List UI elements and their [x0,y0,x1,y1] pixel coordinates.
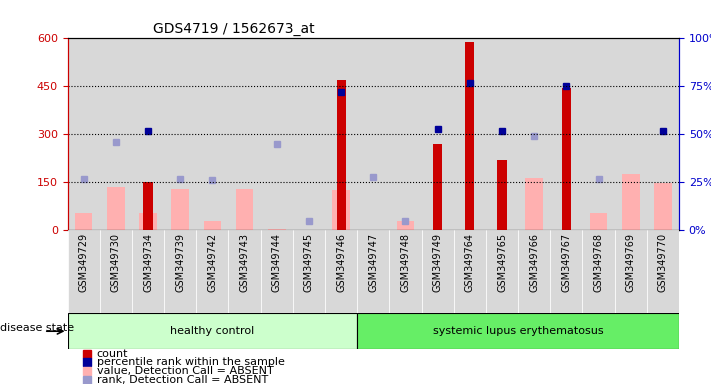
Bar [171,189,189,230]
Bar [454,230,486,313]
Bar [550,38,582,230]
Text: GSM349743: GSM349743 [240,233,250,292]
Bar [228,230,261,313]
Text: GDS4719 / 1562673_at: GDS4719 / 1562673_at [153,22,314,36]
Bar [465,41,474,230]
Bar [486,38,518,230]
Bar [268,229,286,230]
Text: disease state: disease state [0,323,74,333]
Text: rank, Detection Call = ABSENT: rank, Detection Call = ABSENT [97,374,268,384]
Bar [325,38,357,230]
Bar [100,230,132,313]
Bar [144,182,152,230]
Bar [550,230,582,313]
Bar [332,190,350,230]
Text: GSM349764: GSM349764 [465,233,475,292]
Text: GSM349729: GSM349729 [79,233,89,292]
Text: GSM349739: GSM349739 [175,233,185,292]
Bar [486,230,518,313]
Text: GSM349730: GSM349730 [111,233,121,292]
Bar [132,230,164,313]
Bar [100,38,132,230]
Bar [518,230,550,313]
Bar [422,230,454,313]
Text: GSM349744: GSM349744 [272,233,282,292]
Text: percentile rank within the sample: percentile rank within the sample [97,357,284,367]
Text: GSM349769: GSM349769 [626,233,636,292]
Bar [261,230,293,313]
Bar [654,183,672,230]
Bar [562,88,571,230]
Bar [164,38,196,230]
Text: GSM349768: GSM349768 [594,233,604,292]
Text: systemic lupus erythematosus: systemic lupus erythematosus [433,326,604,336]
Text: value, Detection Call = ABSENT: value, Detection Call = ABSENT [97,366,274,376]
Text: healthy control: healthy control [170,326,255,336]
Bar [325,230,357,313]
Bar [261,38,293,230]
Bar [647,230,679,313]
Bar [518,38,550,230]
Bar [422,38,454,230]
Text: GSM349749: GSM349749 [432,233,443,292]
Bar [68,230,100,313]
Bar [336,80,346,230]
Bar [454,38,486,230]
Text: GSM349745: GSM349745 [304,233,314,292]
Text: GSM349770: GSM349770 [658,233,668,292]
Bar [68,38,100,230]
Bar [357,313,679,349]
Bar [390,38,422,230]
Bar [293,230,325,313]
Bar [75,213,92,230]
Bar [525,177,543,230]
Bar [614,38,647,230]
Bar [164,230,196,313]
Bar [357,38,390,230]
Text: GSM349765: GSM349765 [497,233,507,292]
Bar [132,38,164,230]
Bar [582,230,614,313]
Bar [647,38,679,230]
Bar [622,174,640,230]
Text: count: count [97,349,128,359]
Bar [196,38,228,230]
Bar [390,230,422,313]
Text: GSM349746: GSM349746 [336,233,346,292]
Text: GSM349748: GSM349748 [400,233,410,292]
Text: GSM349742: GSM349742 [208,233,218,292]
Bar [357,230,390,313]
Bar [235,189,253,230]
Text: GSM349747: GSM349747 [368,233,378,292]
Bar [68,313,357,349]
Bar [582,38,614,230]
Bar [433,144,442,230]
Text: GSM349767: GSM349767 [562,233,572,292]
Bar [589,213,607,230]
Bar [107,187,124,230]
Bar [293,38,325,230]
Bar [196,230,228,313]
Bar [228,38,261,230]
Text: GSM349734: GSM349734 [143,233,153,292]
Text: GSM349766: GSM349766 [529,233,539,292]
Bar [139,213,157,230]
Bar [498,160,506,230]
Bar [397,221,415,230]
Bar [614,230,647,313]
Bar [203,222,221,230]
